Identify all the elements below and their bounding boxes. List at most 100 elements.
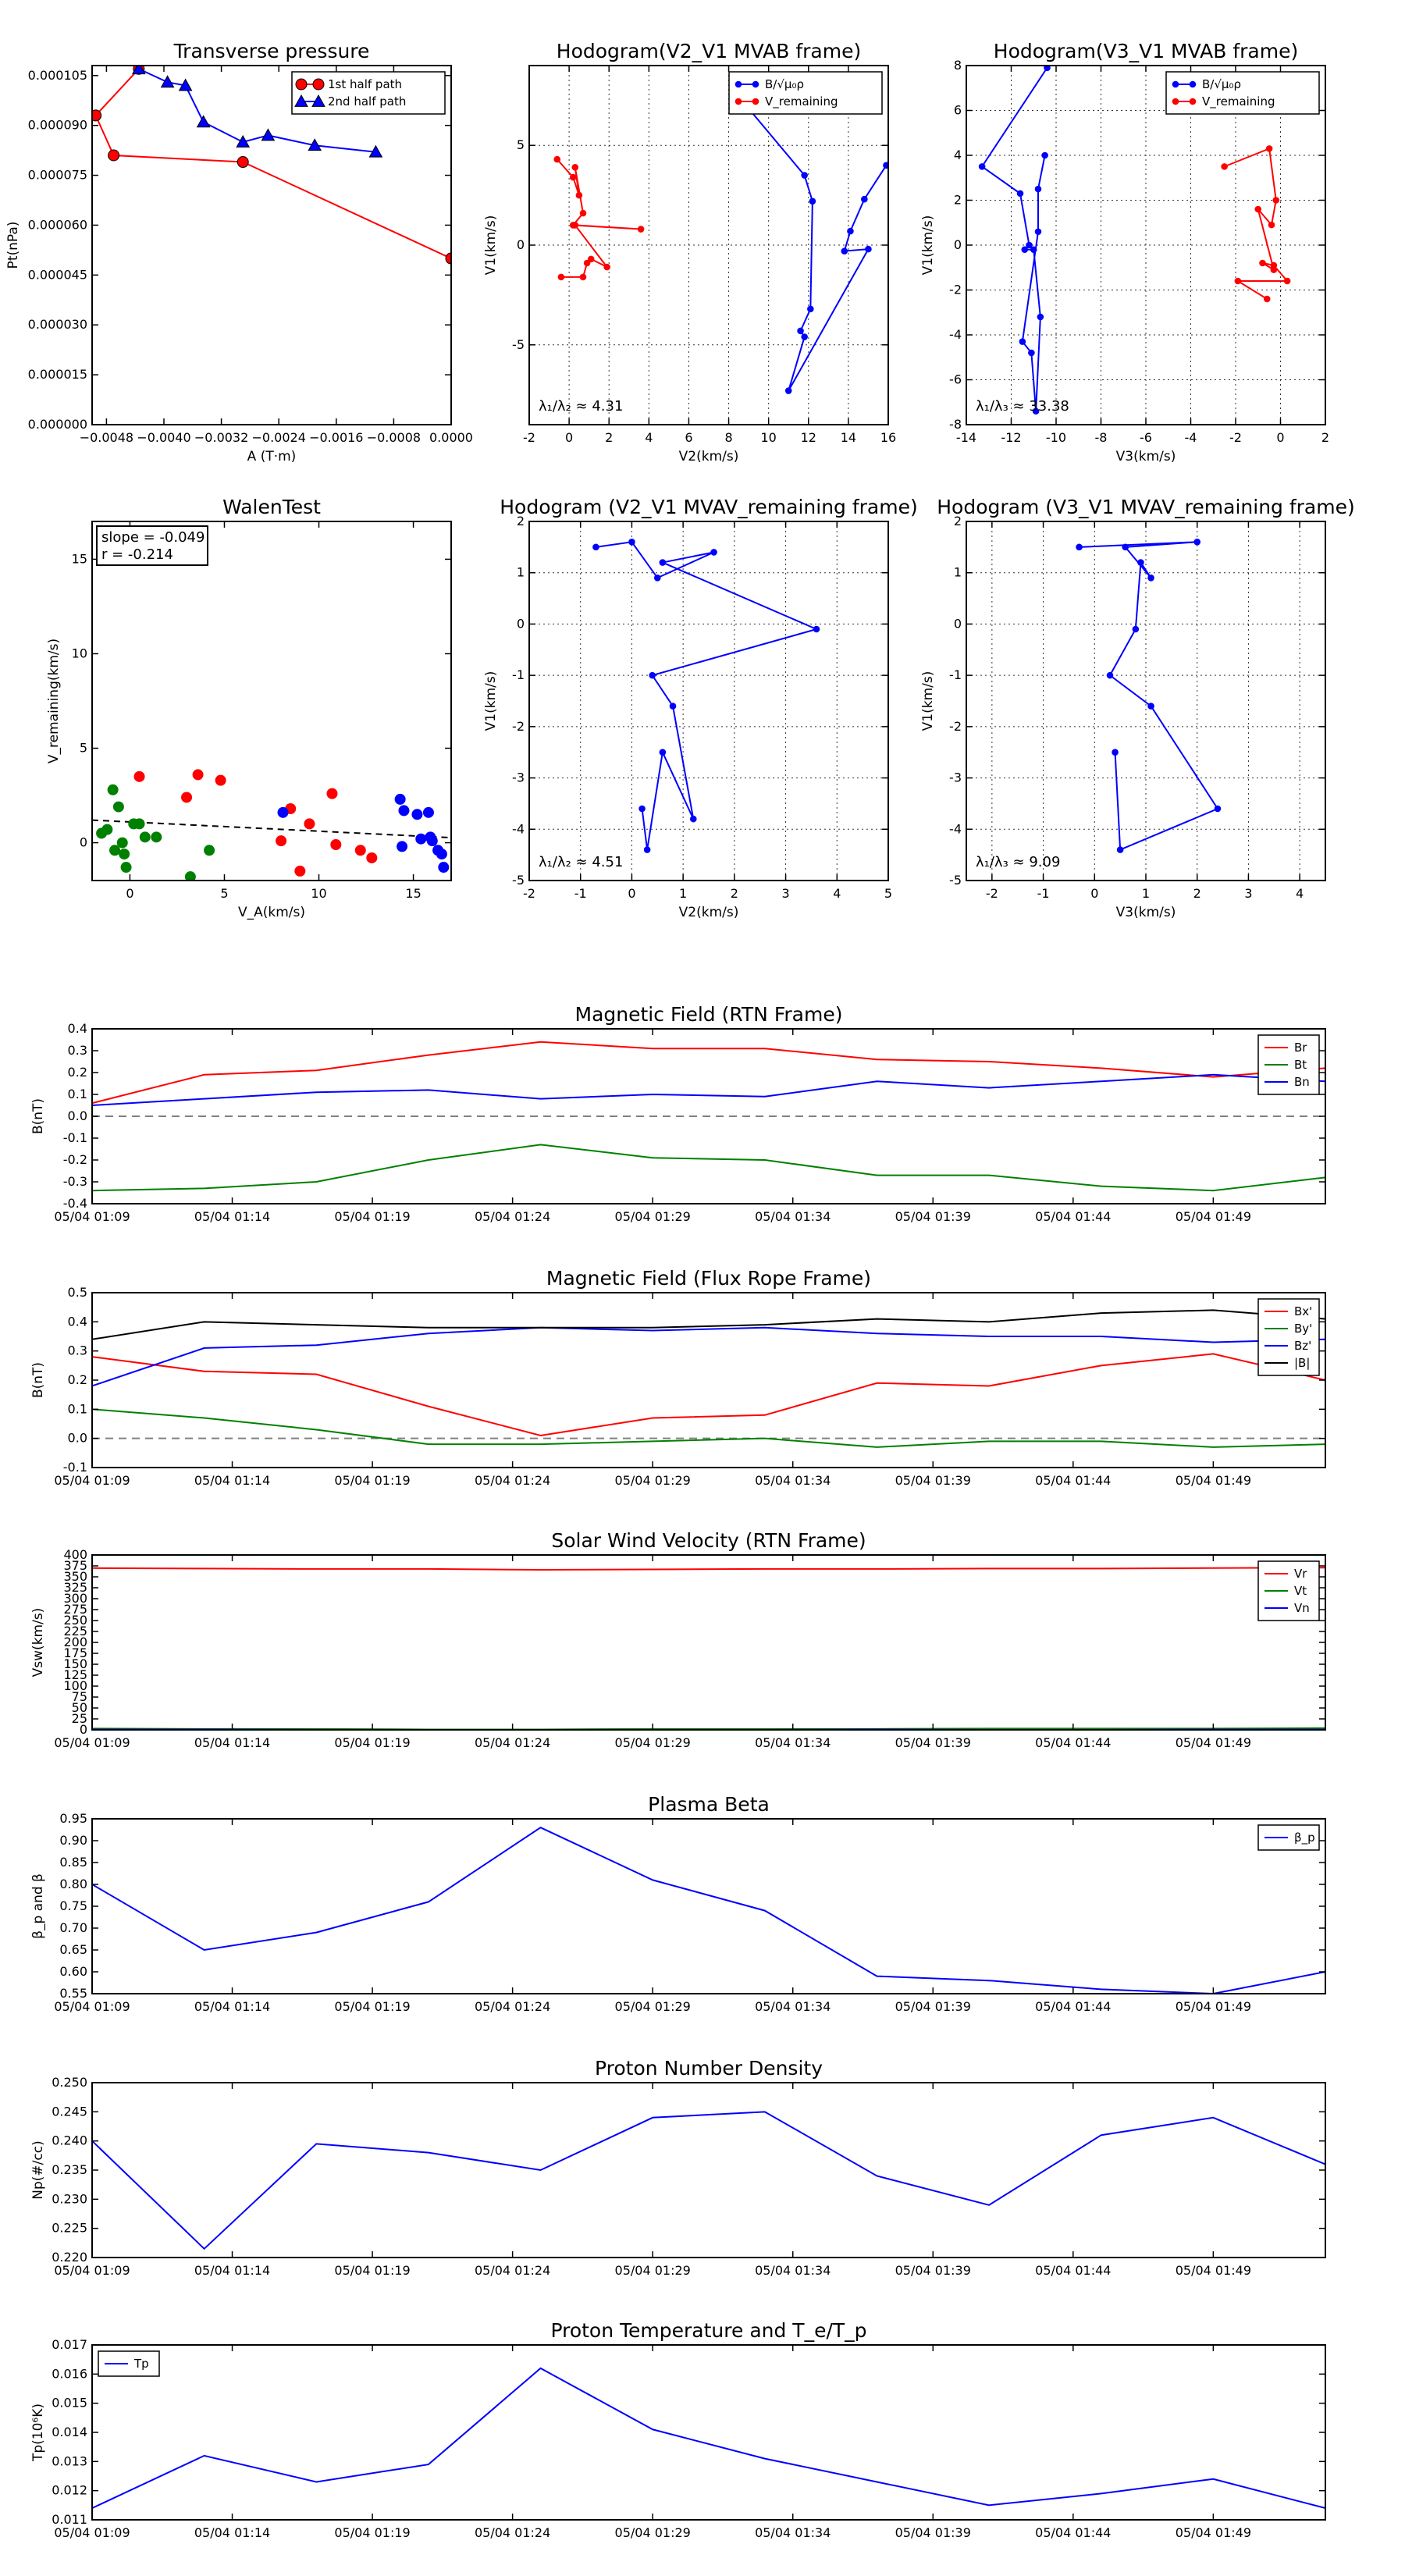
x-tick-label: -2 [523,430,535,445]
x-tick-label: 05/04 01:29 [615,1735,691,1750]
x-tick-label: 15 [405,886,421,901]
chart-title: Hodogram (V3_V1 MVAV_remaining frame) [937,496,1355,518]
legend-marker [311,94,325,107]
y-tick-label: 5 [517,137,525,152]
y-tick-label: 75 [72,1689,87,1704]
x-tick-label: 0 [565,430,573,445]
data-point [592,543,599,551]
legend-entry: Br [1294,1041,1307,1055]
data-point [807,305,814,313]
legend-entry: Bx' [1294,1304,1312,1318]
data-point [571,222,579,229]
data-point [861,195,868,203]
x-tick-label: 05/04 01:14 [194,1999,270,2014]
x-tick-label: 05/04 01:19 [334,2263,410,2278]
y-tick-label: 275 [63,1602,87,1617]
x-tick-label: 05/04 01:34 [755,1473,831,1488]
data-point [841,247,848,254]
data-point [583,259,591,267]
y-tick-label: -8 [949,417,962,432]
scatter-point [204,845,215,856]
y-tick-label: -0.3 [63,1174,87,1189]
data-point [1076,543,1083,551]
scatter-point [411,809,423,820]
x-tick-label: 05/04 01:09 [54,1209,130,1224]
x-tick-label: 05/04 01:34 [755,2525,831,2540]
x-tick-label: -2 [986,886,998,901]
series-line [92,1326,1325,1387]
legend-entry: B/√μ₀ρ [765,77,804,91]
series-line [557,158,642,278]
chart-solar-wind-velocity: Solar Wind Velocity (RTN Frame) 025507510… [30,1529,1326,1750]
y-tick-label: -0.1 [63,1130,87,1145]
data-point [638,805,646,813]
data-point [797,327,804,335]
y-tick-label: -4 [949,821,962,836]
x-tick-label: 4 [645,430,653,445]
data-point [1044,66,1051,72]
legend-entry: 1st half path [328,77,402,91]
chart-walen-test: WalenTest 0 5 10 15 0 5 10 15 V_A(km/s) V_remainin… [46,496,452,920]
legend: Br Bt Bn [1257,1034,1320,1095]
plot-area [92,66,451,265]
y-axis-label: V1(km/s) [483,671,499,731]
x-tick-label: -1 [574,886,587,901]
legend-marker [294,94,308,107]
stats-box [96,525,208,566]
y-tick-label: -5 [512,873,525,888]
x-tick-label: 05/04 01:19 [334,1209,410,1224]
x-tick-label: 05/04 01:19 [334,2525,410,2540]
scatter-point [394,793,406,805]
x-tick-label: 05/04 01:14 [194,2263,270,2278]
series-line [596,541,819,850]
scatter-point [366,852,378,863]
chart-hodogram-v2-v1-mvab: Hodogram(V2_V1 MVAB frame) -5 0 5 -2 0 2 4 6 8 10 1… [483,40,896,464]
y-tick-label: 0.1 [68,1401,87,1416]
chart-plasma-beta: Plasma Beta 0.55 0.60 0.65 0.70 0.75 0.80 0.85 0… [30,1793,1326,2014]
data-point [579,273,587,281]
scatter-point [133,770,145,782]
series-line [92,1041,1325,1105]
chart-title: WalenTest [222,496,321,518]
plot-frame [91,1554,1326,1731]
data-point [710,549,717,556]
ratio-annotation: λ₁/λ₃ ≈ 9.09 [976,854,1060,870]
chart-proton-number-density: Proton Number Density 0.220 0.225 0.230 0.23… [30,2057,1326,2278]
y-tick-label: -4 [512,821,525,836]
x-tick-label: 05/04 01:24 [475,2525,550,2540]
scatter-point [107,784,119,795]
ratio-annotation: λ₁/λ₂ ≈ 4.31 [539,398,623,415]
x-tick-label: 05/04 01:09 [54,1999,130,2014]
x-tick-label: 05/04 01:34 [755,1999,831,2014]
y-tick-label: 0.85 [59,1855,87,1870]
plot-area [1076,538,1222,853]
x-tick-label: 05/04 01:24 [475,1999,550,2014]
data-point [1122,543,1129,551]
series-line [980,67,1048,411]
x-tick-label: 0 [1090,886,1098,901]
y-tick-label: 0.000060 [28,217,87,232]
x-tick-label: 05/04 01:44 [1035,1999,1111,2014]
data-point [108,149,120,162]
stats-line: slope = -0.049 [101,529,205,546]
x-tick-label: 05/04 01:09 [54,1735,130,1750]
x-tick-label: -2 [523,886,535,901]
legend-marker [752,98,759,105]
y-tick-label: 0.016 [52,2366,87,2381]
x-axis-label: V3(km/s) [1116,449,1176,464]
y-tick-label: 100 [63,1678,87,1693]
y-tick-label: 0.000015 [28,367,87,382]
y-axis-label: Pt(nPa) [5,222,21,269]
scatter-point [330,839,342,850]
y-tick-label: 0.011 [52,2512,87,2527]
chart-hodogram-v3-v1-mvav: Hodogram (V3_V1 MVAV_remaining frame) -5 -… [920,496,1355,920]
x-tick-label: −0.0040 [137,430,190,445]
legend-entry: V_remaining [765,94,838,109]
legend-entry: Bn [1294,1075,1310,1089]
y-tick-label: 0 [954,237,962,252]
plot-area [92,1567,1325,1730]
data-point [571,164,579,171]
data-point [569,173,577,181]
y-tick-label: 300 [63,1591,87,1606]
data-point [784,387,792,394]
